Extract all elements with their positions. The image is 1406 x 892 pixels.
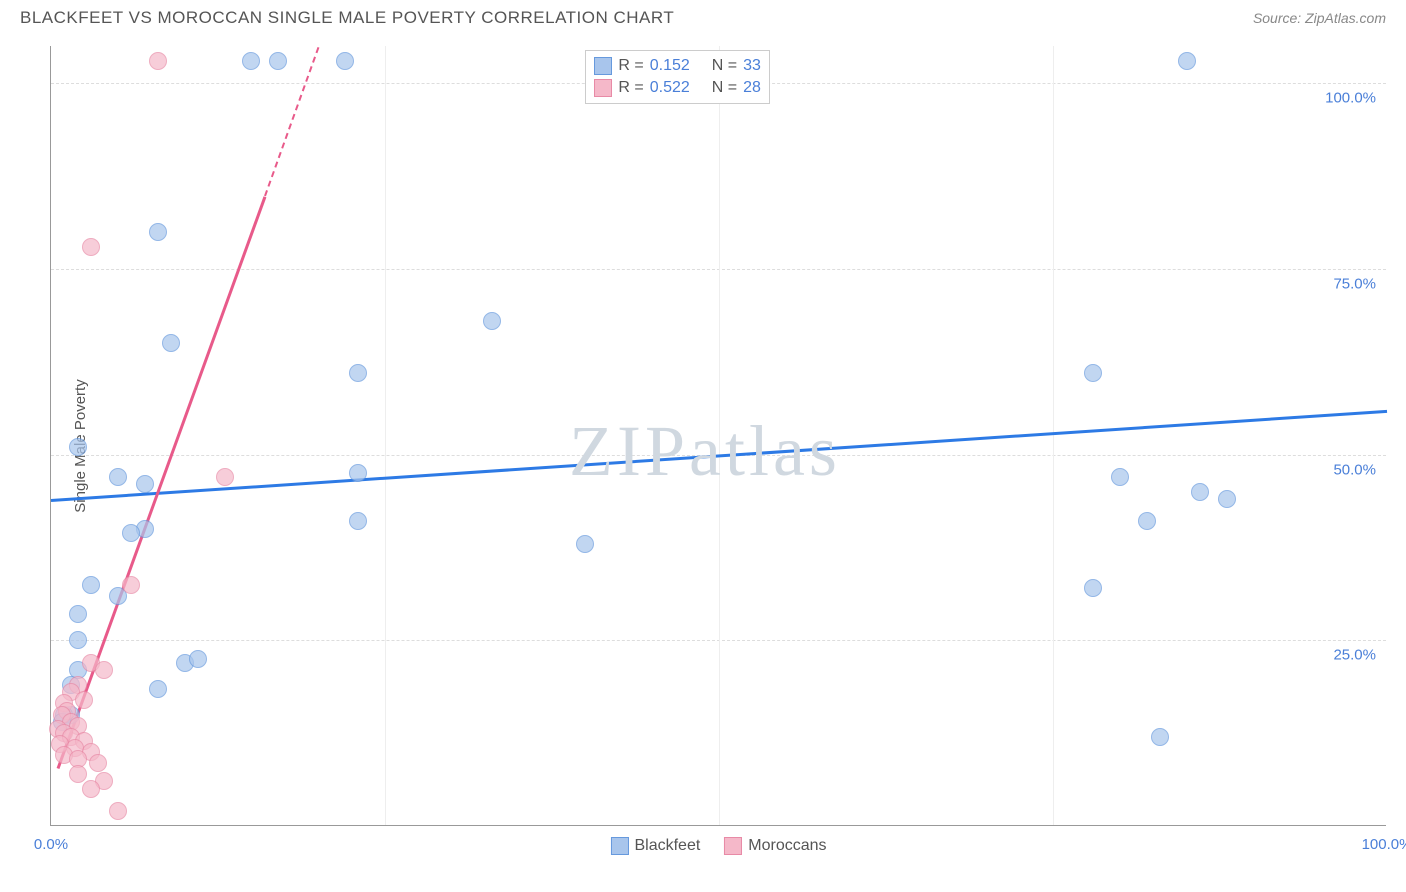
data-point	[483, 312, 501, 330]
data-point	[149, 223, 167, 241]
data-point	[82, 238, 100, 256]
series-legend: Blackfeet Moroccans	[610, 837, 826, 855]
legend-item: Blackfeet	[610, 837, 700, 855]
n-value: 33	[743, 57, 761, 75]
trend-line	[264, 47, 319, 196]
r-value: 0.522	[650, 79, 706, 97]
data-point	[189, 650, 207, 668]
data-point	[216, 468, 234, 486]
n-value: 28	[743, 79, 761, 97]
legend-swatch	[594, 79, 612, 97]
data-point	[1111, 468, 1129, 486]
r-label: R =	[618, 57, 643, 75]
data-point	[69, 605, 87, 623]
legend-swatch	[610, 837, 628, 855]
data-point	[162, 334, 180, 352]
data-point	[269, 52, 287, 70]
data-point	[75, 691, 93, 709]
legend-row: R = 0.522 N = 28	[594, 77, 760, 99]
series-name: Moroccans	[748, 837, 826, 855]
y-tick-label: 100.0%	[1325, 90, 1376, 107]
data-point	[242, 52, 260, 70]
data-point	[69, 631, 87, 649]
data-point	[89, 754, 107, 772]
legend-swatch	[594, 57, 612, 75]
data-point	[1084, 364, 1102, 382]
source-attribution: Source: ZipAtlas.com	[1253, 10, 1386, 26]
series-name: Blackfeet	[634, 837, 700, 855]
scatter-chart: 25.0%50.0%75.0%100.0%0.0%100.0% ZIPatlas…	[50, 46, 1386, 826]
data-point	[1191, 483, 1209, 501]
n-label: N =	[712, 79, 737, 97]
data-point	[82, 576, 100, 594]
legend-swatch	[724, 837, 742, 855]
legend-row: R = 0.152 N = 33	[594, 55, 760, 77]
gridline-vertical	[1053, 46, 1054, 825]
y-tick-label: 25.0%	[1333, 647, 1376, 664]
data-point	[349, 512, 367, 530]
data-point	[122, 524, 140, 542]
correlation-legend: R = 0.152 N = 33 R = 0.522 N = 28	[585, 50, 769, 104]
data-point	[349, 464, 367, 482]
data-point	[69, 765, 87, 783]
data-point	[1178, 52, 1196, 70]
n-label: N =	[712, 57, 737, 75]
data-point	[149, 52, 167, 70]
data-point	[576, 535, 594, 553]
r-value: 0.152	[650, 57, 706, 75]
data-point	[136, 475, 154, 493]
data-point	[82, 780, 100, 798]
chart-title: BLACKFEET VS MOROCCAN SINGLE MALE POVERT…	[20, 8, 674, 28]
data-point	[1138, 512, 1156, 530]
legend-item: Moroccans	[724, 837, 826, 855]
data-point	[109, 468, 127, 486]
x-tick-label: 0.0%	[34, 836, 68, 853]
data-point	[95, 661, 113, 679]
y-tick-label: 75.0%	[1333, 275, 1376, 292]
r-label: R =	[618, 79, 643, 97]
gridline-vertical	[719, 46, 720, 825]
data-point	[1084, 579, 1102, 597]
gridline-vertical	[385, 46, 386, 825]
data-point	[69, 438, 87, 456]
data-point	[349, 364, 367, 382]
data-point	[109, 802, 127, 820]
y-tick-label: 50.0%	[1333, 461, 1376, 478]
data-point	[149, 680, 167, 698]
data-point	[1218, 490, 1236, 508]
x-tick-label: 100.0%	[1362, 836, 1406, 853]
data-point	[336, 52, 354, 70]
data-point	[1151, 728, 1169, 746]
data-point	[122, 576, 140, 594]
